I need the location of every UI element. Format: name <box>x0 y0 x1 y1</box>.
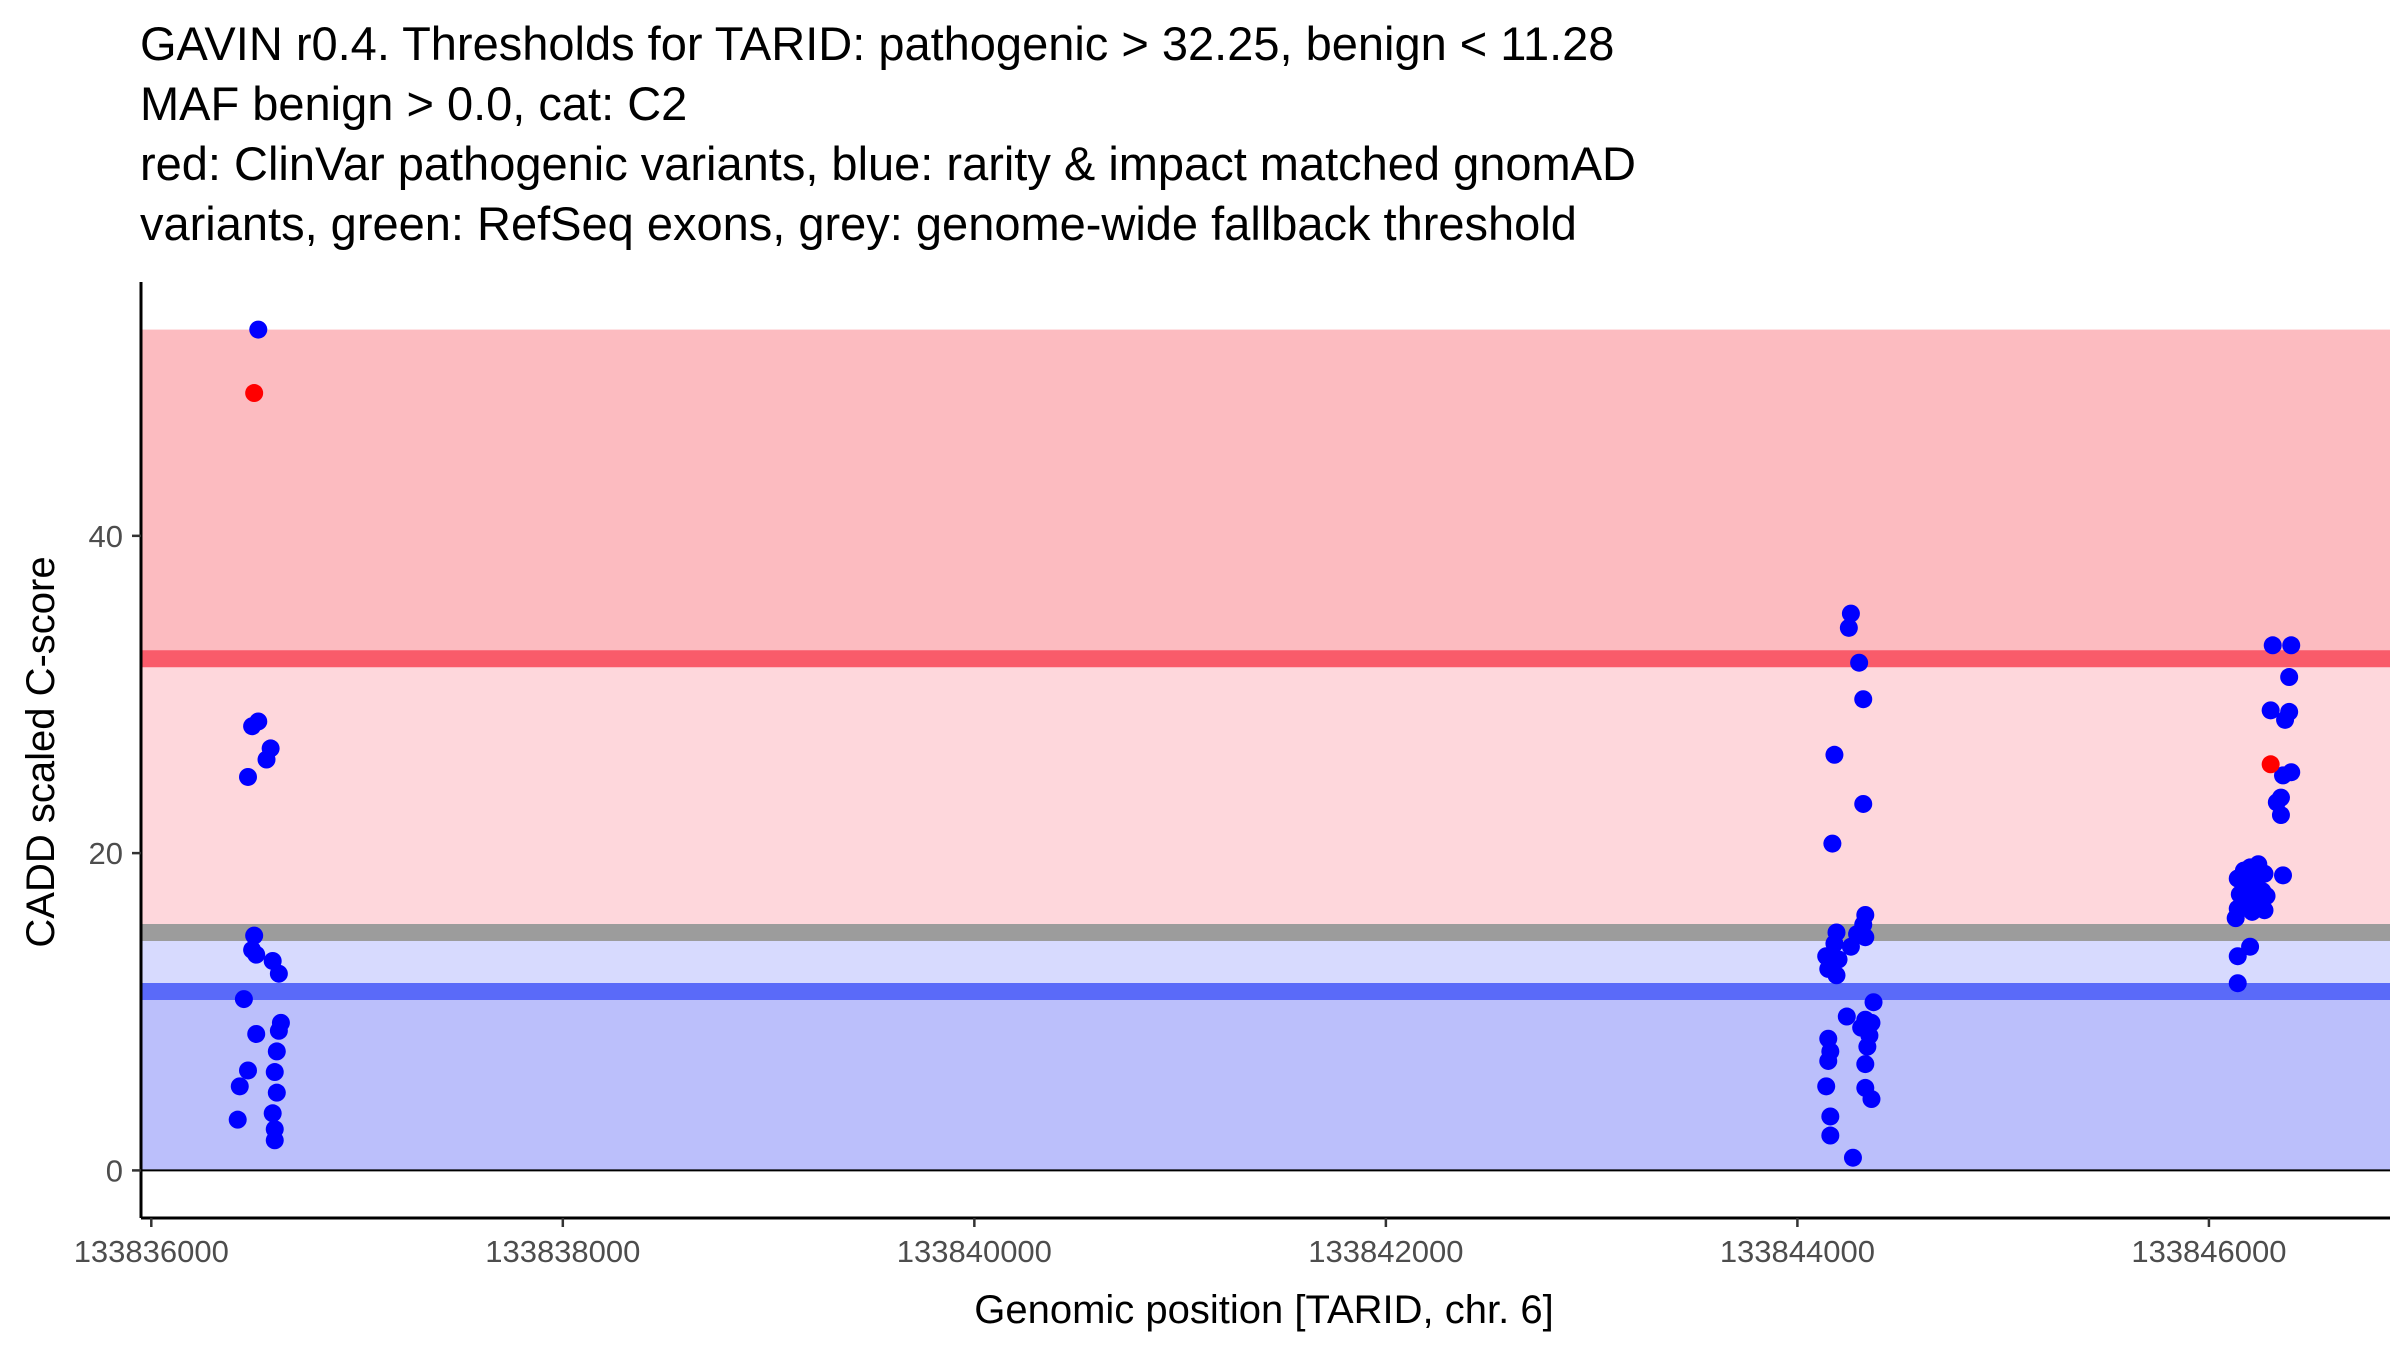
gnomad-point <box>2228 974 2247 993</box>
gnomad-point <box>249 712 268 731</box>
gnomad-point <box>1856 1055 1875 1074</box>
y-axis-label: CADD scaled C-score <box>19 556 63 947</box>
gnomad-point <box>265 1131 284 1150</box>
x-tick-label: 133846000 <box>2131 1234 2286 1269</box>
gnomad-point <box>2261 701 2280 720</box>
x-tick-label: 133840000 <box>897 1234 1052 1269</box>
title-line-1: GAVIN r0.4. Thresholds for TARID: pathog… <box>140 17 1615 70</box>
gnomad-point <box>269 1021 288 1040</box>
gnomad-point <box>1841 604 1860 623</box>
threshold-lines <box>141 650 2390 1000</box>
gnomad-point <box>1856 928 1875 947</box>
vus-upper-zone <box>141 658 2390 933</box>
x-tick-label: 133836000 <box>74 1234 229 1269</box>
clinvar-point <box>2261 755 2280 774</box>
gnomad-point <box>1858 1037 1877 1056</box>
gnomad-point <box>1817 1077 1836 1096</box>
gnomad-point <box>2228 947 2247 966</box>
x-tick-label: 133844000 <box>1720 1234 1875 1269</box>
gnomad-point <box>1843 1148 1862 1167</box>
gnomad-point <box>1854 794 1873 813</box>
gnomad-point <box>2276 710 2295 729</box>
gnomad-point <box>1854 690 1873 709</box>
gnomad-point <box>249 320 268 339</box>
data-points <box>228 320 2301 1167</box>
x-axis-label: Genomic position [TARID, chr. 6] <box>974 1288 1553 1332</box>
gnomad-point <box>2282 636 2301 655</box>
title-line-4: variants, green: RefSeq exons, grey: gen… <box>140 197 1577 250</box>
gnomad-point <box>1821 1126 1840 1145</box>
gnomad-point <box>234 990 253 1009</box>
gnomad-point <box>257 750 276 769</box>
gnomad-point <box>247 1024 266 1043</box>
benign-zone <box>141 991 2390 1171</box>
gnomad-point <box>238 1061 257 1080</box>
gnomad-point <box>2271 806 2290 825</box>
x-tick-label: 133838000 <box>485 1234 640 1269</box>
gnomad-point <box>269 964 288 983</box>
clinvar-point <box>245 384 264 403</box>
gnomad-point <box>1821 1107 1840 1126</box>
gnomad-point <box>265 1063 284 1082</box>
gnomad-point <box>1864 993 1883 1012</box>
gnomad-point <box>2241 937 2260 956</box>
y-tick-label: 40 <box>89 519 123 554</box>
x-tick-label: 133842000 <box>1308 1234 1463 1269</box>
gnomad-point <box>1841 937 1860 956</box>
gnomad-point <box>1837 1007 1856 1026</box>
gnomad-point <box>1862 1090 1881 1109</box>
gnomad-point <box>2274 866 2293 885</box>
pathogenic-zone <box>141 329 2390 659</box>
gnomad-point <box>230 1077 249 1096</box>
gnomad-point <box>2274 766 2293 785</box>
gnomad-point <box>1823 834 1842 853</box>
gnomad-point <box>1825 934 1844 953</box>
gnomad-point <box>2263 636 2282 655</box>
gnomad-point <box>263 1104 282 1123</box>
gnomad-point <box>1825 745 1844 764</box>
y-tick-label: 0 <box>106 1153 123 1188</box>
y-tick-label: 20 <box>89 836 123 871</box>
gnomad-point <box>247 945 266 964</box>
axes: 0 20 40 133836000 133838000 133840000 13384200… <box>74 282 2390 1269</box>
gnomad-point <box>1850 653 1869 672</box>
vus-lower-zone <box>141 932 2390 992</box>
gnomad-point <box>267 1042 286 1061</box>
gnomad-point <box>1827 966 1846 985</box>
gnomad-point <box>2280 668 2299 687</box>
gnomad-point <box>238 767 257 786</box>
threshold-bands <box>141 329 2390 1171</box>
gnomad-point <box>228 1110 247 1129</box>
gnomad-point <box>2255 901 2274 920</box>
title-line-3: red: ClinVar pathogenic variants, blue: … <box>140 137 1636 190</box>
gnomad-point <box>245 926 264 945</box>
gnomad-point <box>1839 618 1858 637</box>
title-line-2: MAF benign > 0.0, cat: C2 <box>140 77 688 130</box>
gnomad-point <box>2226 909 2245 928</box>
chart-title: GAVIN r0.4. Thresholds for TARID: pathog… <box>140 14 2380 254</box>
gnomad-point <box>267 1083 286 1102</box>
gnomad-point <box>1819 1051 1838 1070</box>
